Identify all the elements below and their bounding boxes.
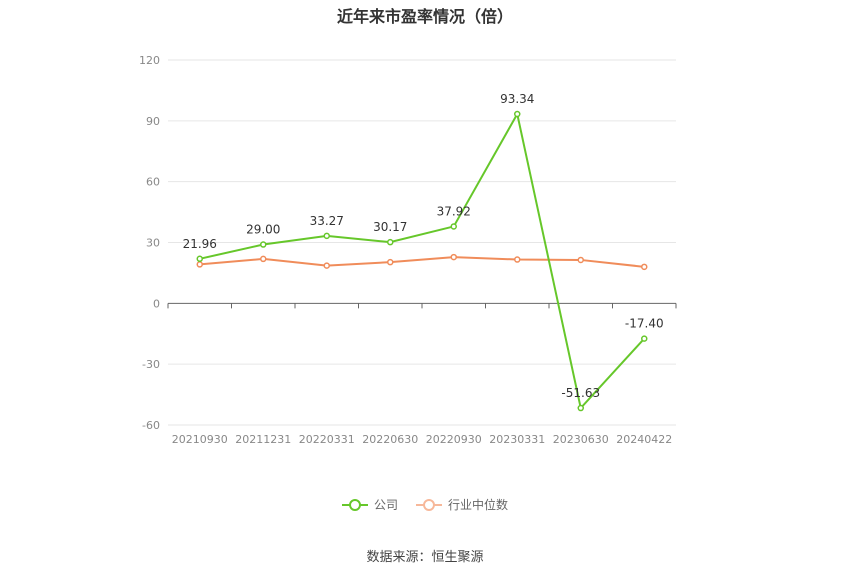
- point-company[interactable]: [387, 238, 394, 246]
- axes: 120 90 60 30 0 -30 -60 20210930 20211231 20220331…: [139, 54, 677, 446]
- x-tick-label: 20230630: [553, 433, 609, 446]
- point-company[interactable]: [450, 223, 457, 230]
- y-tick-label: 60: [146, 176, 160, 189]
- point-company[interactable]: [641, 335, 648, 342]
- x-tick-label: 20240422: [616, 433, 672, 446]
- legend-label-company: 公司: [373, 498, 398, 512]
- point-industry-median[interactable]: [577, 256, 584, 264]
- y-tick-label: 0: [153, 297, 160, 310]
- x-tick-label: 20220331: [299, 433, 355, 446]
- data-label-company: 93.34: [500, 92, 534, 106]
- data-labels: 21.96 29.00 33.27 30.17 37.92 93.34 -51.63 -17.…: [183, 92, 664, 400]
- point-industry-median[interactable]: [641, 263, 648, 271]
- legend-item-company[interactable]: 公司: [341, 496, 398, 513]
- data-label-company: -51.63: [561, 386, 600, 400]
- point-company[interactable]: [260, 241, 267, 248]
- data-label-company: -17.40: [625, 317, 664, 331]
- x-tick-label: 20230331: [489, 433, 545, 446]
- point-company[interactable]: [514, 110, 521, 118]
- x-tick-label: 20211231: [235, 433, 291, 446]
- data-label-company: 37.92: [437, 204, 471, 218]
- point-industry-median[interactable]: [196, 261, 203, 268]
- point-industry-median[interactable]: [323, 262, 330, 269]
- series: [196, 110, 648, 412]
- legend-label-industry-median: 行业中位数: [448, 498, 509, 512]
- series-line-industry-median: [199, 256, 645, 268]
- point-company[interactable]: [577, 404, 584, 412]
- point-industry-median[interactable]: [450, 253, 457, 261]
- data-label-company: 21.96: [183, 237, 217, 251]
- legend-swatch-industry-median: [416, 498, 442, 512]
- data-label-company: 29.00: [246, 223, 280, 237]
- legend-swatch-company: [341, 498, 368, 512]
- chart-title: 近年来市盈率情况（倍）: [336, 7, 513, 26]
- grid-lines: [168, 59, 676, 426]
- y-tick-label: 90: [146, 115, 160, 128]
- point-industry-median[interactable]: [514, 256, 521, 263]
- y-tick-label: -60: [142, 419, 160, 432]
- point-industry-median[interactable]: [260, 255, 267, 263]
- y-tick-label: 30: [146, 237, 160, 250]
- data-label-company: 33.27: [310, 214, 344, 228]
- legend: 公司 行业中位数: [0, 496, 850, 513]
- legend-item-industry-median[interactable]: 行业中位数: [416, 496, 508, 513]
- point-company[interactable]: [196, 255, 203, 263]
- series-line-company: [199, 111, 645, 411]
- data-label-company: 30.17: [373, 220, 407, 234]
- y-tick-label: -30: [142, 358, 160, 371]
- x-tick-label: 20210930: [172, 433, 228, 446]
- point-company[interactable]: [323, 232, 330, 240]
- x-tick-label: 20220630: [362, 433, 418, 446]
- point-industry-median[interactable]: [387, 258, 394, 266]
- y-tick-label: 120: [139, 54, 160, 67]
- x-tick-label: 20220930: [426, 433, 482, 446]
- source-note: 数据来源：恒生聚源: [366, 550, 484, 565]
